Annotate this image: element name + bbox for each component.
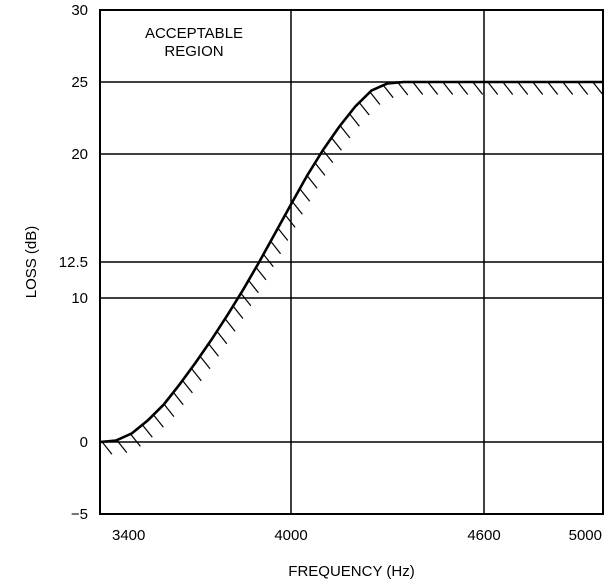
- x-tick-label: 3400: [112, 527, 145, 544]
- hatch-mark: [331, 137, 342, 151]
- hatch-mark: [224, 318, 236, 332]
- hatch-mark: [397, 82, 409, 96]
- hatch-mark: [382, 84, 394, 99]
- y-tick-label: 20: [71, 146, 88, 163]
- hatch-mark: [101, 441, 113, 455]
- hatch-mark: [163, 403, 175, 417]
- hatch-mark: [208, 343, 219, 357]
- hatch-mark: [255, 267, 267, 281]
- x-tick-label: 4600: [467, 527, 500, 544]
- hatch-mark: [291, 201, 303, 215]
- hatch-mark: [358, 102, 370, 116]
- hatch-mark: [427, 81, 439, 95]
- plot-frame: [99, 9, 604, 515]
- hatch-mark: [270, 240, 282, 255]
- hatch-mark: [172, 391, 184, 406]
- y-axis-title: LOSS (dB): [23, 226, 40, 299]
- hatch-mark: [199, 355, 211, 370]
- hatch-mark: [517, 81, 529, 95]
- hatch-mark: [562, 81, 574, 95]
- hatch-mark: [248, 279, 259, 294]
- hatch-mark: [502, 81, 514, 95]
- hatch-mark: [322, 149, 334, 163]
- hatch-mark: [577, 81, 589, 95]
- hatch-mark: [190, 368, 202, 382]
- y-tick-label: 0: [80, 434, 88, 451]
- hatch-mark: [152, 414, 164, 428]
- hatch-mark: [232, 305, 244, 319]
- hatch-mark: [299, 188, 311, 202]
- hatch-mark: [349, 113, 360, 127]
- hatch-mark: [240, 292, 252, 307]
- x-tick-label: 5000: [569, 527, 602, 544]
- hatch-mark: [277, 227, 289, 241]
- x-tick-label: 4000: [274, 527, 307, 544]
- x-axis-title: FREQUENCY (Hz): [288, 563, 414, 580]
- loss-boundary-line: [99, 80, 603, 444]
- hatch-mark: [262, 253, 274, 268]
- hatch-mark: [547, 81, 559, 95]
- hatch-mark: [116, 439, 128, 453]
- hatch-mark: [339, 125, 351, 139]
- hatch-mark: [369, 91, 381, 105]
- hatch-mark: [182, 380, 193, 394]
- hatch-mark: [216, 330, 228, 345]
- y-tick-label: 10: [71, 290, 88, 307]
- acceptable-region-label-line-1: ACCEPTABLE: [145, 25, 243, 42]
- y-tick-label: −5: [71, 506, 88, 523]
- hatch-mark: [314, 162, 326, 176]
- y-tick-label: 12.5: [59, 254, 88, 271]
- x-tick-labels: 3400 4000 4600 5000: [112, 527, 602, 544]
- hatch-mark: [284, 214, 296, 228]
- hatch-mark: [532, 81, 544, 95]
- hatch-mark: [442, 81, 454, 95]
- hatch-mark: [592, 81, 604, 95]
- y-tick-label: 25: [71, 74, 88, 91]
- hatch-mark: [412, 81, 424, 95]
- hatch-mark: [141, 424, 153, 438]
- acceptable-boundary-hatching: [101, 81, 604, 455]
- hatch-mark: [306, 175, 318, 189]
- hatch-mark: [487, 81, 499, 95]
- hatch-mark: [457, 81, 469, 95]
- hatch-mark: [472, 81, 484, 95]
- acceptable-region-label-line-2: REGION: [164, 43, 223, 60]
- hatch-mark: [130, 433, 141, 447]
- grid-lines: [100, 10, 603, 514]
- y-tick-label: 30: [71, 2, 88, 19]
- y-tick-labels: −5 0 10 12.5 20 25 30: [59, 2, 88, 523]
